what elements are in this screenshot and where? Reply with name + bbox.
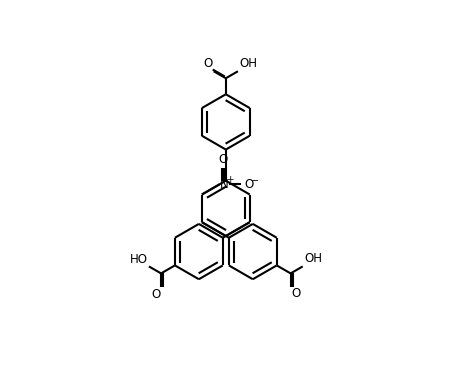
Text: OH: OH [304,252,322,265]
Text: −: − [250,176,258,186]
Text: O: O [202,57,212,70]
Text: O: O [244,178,253,191]
Text: O: O [151,288,160,301]
Text: HO: HO [129,253,147,266]
Text: O: O [218,153,227,166]
Text: O: O [291,287,300,300]
Text: OH: OH [239,57,257,70]
Text: N: N [220,178,228,191]
Text: +: + [225,175,233,184]
